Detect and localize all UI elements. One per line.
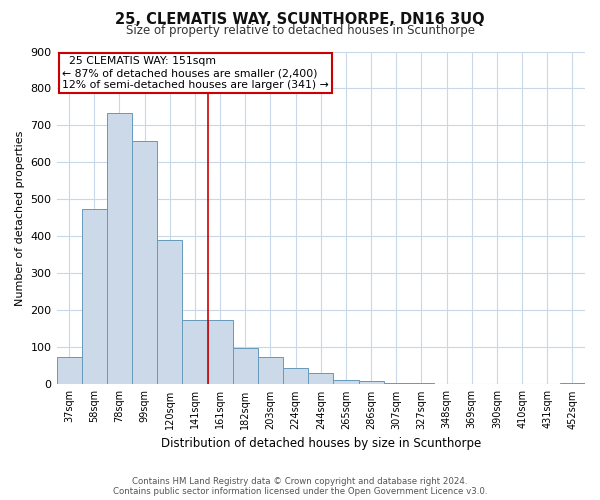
Text: Size of property relative to detached houses in Scunthorpe: Size of property relative to detached ho… — [125, 24, 475, 37]
Bar — [359, 382, 383, 384]
Bar — [308, 374, 334, 384]
Text: Contains HM Land Registry data © Crown copyright and database right 2024.
Contai: Contains HM Land Registry data © Crown c… — [113, 476, 487, 496]
Bar — [334, 380, 359, 384]
Bar — [82, 208, 107, 384]
Bar — [56, 356, 82, 384]
Bar — [107, 112, 132, 384]
X-axis label: Distribution of detached houses by size in Scunthorpe: Distribution of detached houses by size … — [161, 437, 481, 450]
Bar — [560, 382, 585, 384]
Bar — [157, 240, 182, 384]
Y-axis label: Number of detached properties: Number of detached properties — [15, 130, 25, 306]
Bar — [258, 356, 283, 384]
Text: 25 CLEMATIS WAY: 151sqm
← 87% of detached houses are smaller (2,400)
12% of semi: 25 CLEMATIS WAY: 151sqm ← 87% of detache… — [62, 56, 329, 90]
Bar — [182, 320, 208, 384]
Bar — [383, 383, 409, 384]
Bar — [283, 368, 308, 384]
Text: 25, CLEMATIS WAY, SCUNTHORPE, DN16 3UQ: 25, CLEMATIS WAY, SCUNTHORPE, DN16 3UQ — [115, 12, 485, 28]
Bar — [132, 141, 157, 384]
Bar — [233, 348, 258, 385]
Bar — [208, 320, 233, 384]
